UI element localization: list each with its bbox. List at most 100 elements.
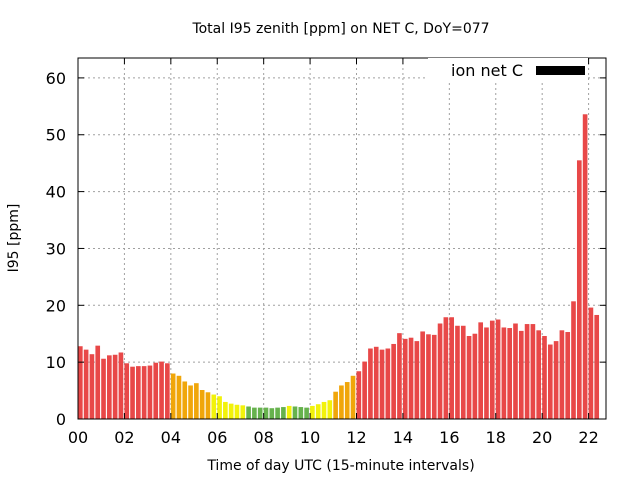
- data-bar: [83, 349, 89, 419]
- data-bar: [101, 358, 106, 419]
- x-tick-label: 00: [68, 428, 88, 447]
- data-bar: [350, 375, 356, 419]
- data-bar: [582, 114, 588, 419]
- data-bar: [553, 341, 559, 419]
- data-bar: [159, 361, 164, 419]
- data-bar: [211, 394, 217, 419]
- data-bar: [165, 363, 170, 419]
- data-bar: [484, 327, 489, 419]
- data-bar: [344, 382, 350, 419]
- data-bar: [576, 160, 582, 420]
- data-bar: [228, 403, 234, 419]
- data-bar: [513, 323, 518, 419]
- data-bar: [565, 332, 571, 419]
- data-bar: [524, 324, 530, 419]
- x-axis-label: Time of day UTC (15-minute intervals): [206, 458, 474, 474]
- data-bar: [362, 361, 367, 419]
- data-bar: [437, 323, 443, 419]
- data-bar: [356, 371, 362, 419]
- data-bar: [536, 330, 542, 419]
- data-bar: [559, 330, 565, 419]
- data-bar: [408, 337, 414, 419]
- chart-title: Total I95 zenith [ppm] on NET C, DoY=077: [191, 21, 489, 37]
- data-bar: [495, 319, 501, 419]
- data-bar: [402, 338, 408, 419]
- data-bar: [321, 401, 327, 419]
- data-bar: [176, 375, 182, 419]
- legend-label: ion net C: [451, 61, 523, 80]
- data-bar: [530, 324, 536, 419]
- data-bar: [263, 407, 269, 419]
- x-tick-label: 06: [207, 428, 227, 447]
- data-bar: [594, 314, 600, 419]
- data-bar: [547, 344, 553, 419]
- data-bar: [188, 385, 193, 419]
- y-axis-label: I95 [ppm]: [6, 204, 22, 273]
- data-bar: [269, 408, 275, 419]
- data-bar: [310, 405, 315, 419]
- bars: [78, 114, 600, 420]
- data-bar: [385, 348, 391, 419]
- data-bar: [107, 355, 112, 419]
- data-bar: [571, 301, 576, 419]
- y-tick-label: 60: [46, 69, 66, 88]
- data-bar: [194, 383, 199, 419]
- data-bar: [78, 346, 83, 419]
- data-bar: [286, 405, 292, 419]
- data-bar: [252, 407, 257, 419]
- data-bar: [89, 354, 95, 419]
- legend-swatch: [536, 66, 585, 75]
- data-bar: [170, 373, 176, 419]
- plot-border: [77, 57, 607, 420]
- y-tick-label: 30: [46, 239, 66, 258]
- data-bar: [478, 322, 483, 419]
- y-tick-labels: 0 10 20 30 40 50 60: [46, 69, 66, 429]
- legend: ion net C: [428, 58, 588, 82]
- x-tick-label: 04: [161, 428, 181, 447]
- data-bar: [455, 325, 460, 419]
- data-bar: [153, 362, 159, 419]
- data-bar: [339, 385, 344, 419]
- x-tick-label: 02: [114, 428, 134, 447]
- data-bar: [379, 349, 385, 419]
- data-bar: [460, 325, 466, 419]
- data-bar: [141, 366, 147, 419]
- data-bar: [426, 334, 431, 419]
- data-bar: [217, 396, 222, 419]
- data-bar: [443, 317, 449, 419]
- data-bar: [182, 381, 188, 419]
- x-tick-label: 10: [300, 428, 320, 447]
- data-bar: [298, 407, 304, 419]
- data-bar: [112, 354, 118, 419]
- x-tick-label: 12: [346, 428, 366, 447]
- y-tick-label: 10: [46, 353, 66, 372]
- data-bar: [281, 407, 286, 419]
- data-bar: [292, 406, 298, 419]
- x-tick-label: 18: [486, 428, 506, 447]
- data-bar: [449, 317, 454, 419]
- x-tick-labels: 00 02 04 06 08 10 12 14 16 18 20 22: [68, 428, 599, 447]
- data-bar: [199, 390, 205, 419]
- data-bar: [518, 330, 524, 419]
- data-bar: [118, 352, 124, 419]
- data-bar: [275, 407, 280, 419]
- data-bar: [304, 407, 309, 419]
- data-bar: [397, 333, 402, 419]
- axis-ticks: [77, 58, 606, 420]
- data-bar: [368, 348, 373, 419]
- data-bar: [223, 401, 228, 419]
- data-bar: [333, 391, 338, 419]
- y-tick-label: 0: [56, 410, 66, 429]
- data-bar: [373, 346, 379, 419]
- data-bar: [414, 341, 420, 419]
- y-tick-label: 40: [46, 183, 66, 202]
- x-tick-label: 20: [532, 428, 552, 447]
- y-tick-label: 20: [46, 296, 66, 315]
- data-bar: [327, 400, 333, 419]
- data-bar: [205, 392, 211, 419]
- data-bar: [431, 334, 437, 419]
- data-bar: [542, 335, 547, 419]
- data-bar: [130, 366, 135, 419]
- data-bar: [420, 331, 425, 419]
